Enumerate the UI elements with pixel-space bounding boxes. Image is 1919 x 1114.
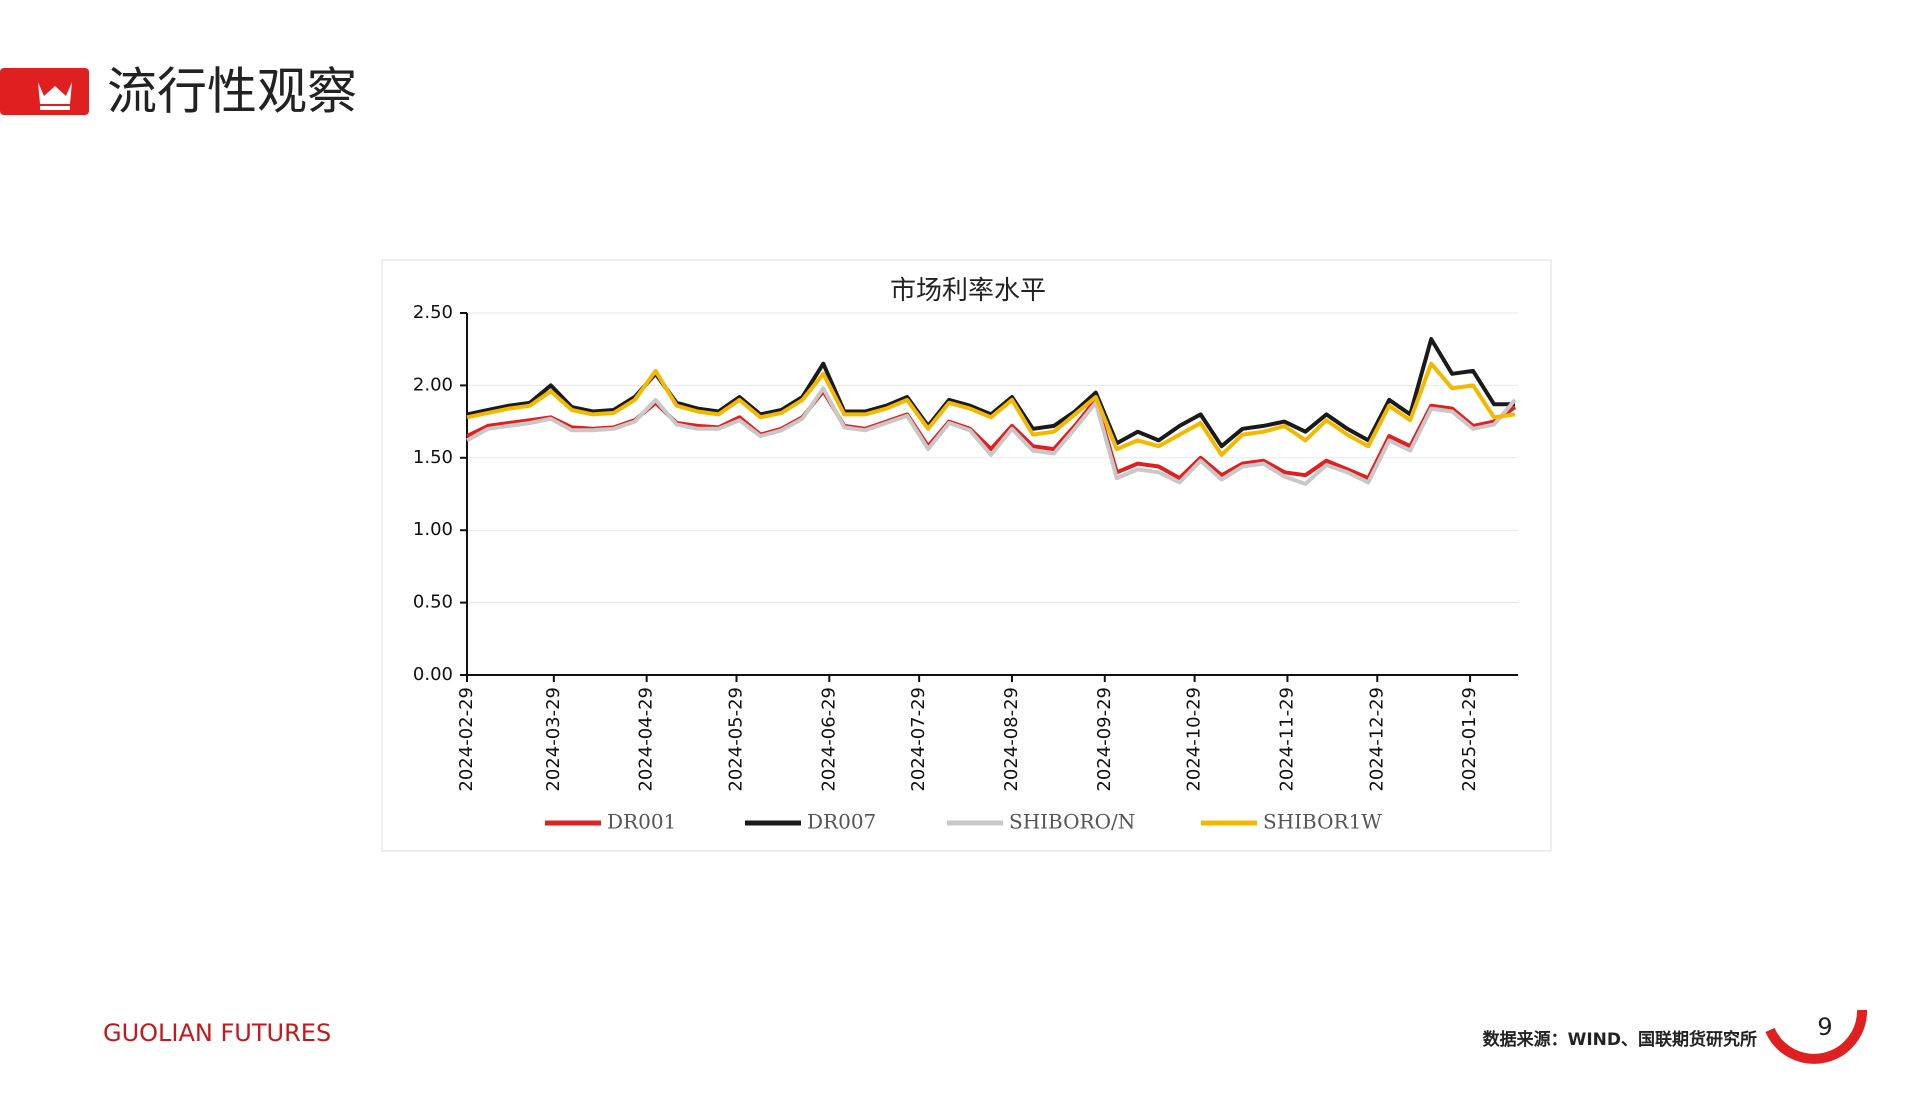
x-tick-label: 2024-10-29 (1184, 687, 1205, 792)
y-tick-label: 2.50 (413, 302, 453, 323)
chart-title: 市场利率水平 (890, 276, 1046, 306)
x-tick-label: 2024-06-29 (818, 687, 839, 792)
legend-label: SHIBOR1W (1263, 810, 1382, 834)
legend-label: DR007 (807, 810, 876, 834)
y-tick-label: 0.00 (413, 664, 453, 685)
crown-base (40, 106, 70, 110)
y-tick-label: 0.50 (413, 592, 453, 613)
x-tick-label: 2024-11-29 (1276, 687, 1297, 792)
y-tick-label: 2.00 (413, 374, 453, 395)
page-title: 流行性观察 (107, 63, 357, 121)
legend-label: SHIBORO/N (1009, 810, 1135, 834)
chart-frame (381, 259, 1552, 852)
page-decor (1765, 1009, 1868, 1064)
x-tick-label: 2024-03-29 (543, 687, 564, 792)
x-tick-label: 2024-02-29 (456, 687, 477, 792)
crown-icon (38, 82, 72, 104)
y-tick-label: 1.00 (413, 519, 453, 540)
x-tick-label: 2024-12-29 (1366, 687, 1387, 792)
legend-label: DR001 (607, 810, 676, 834)
y-tick-label: 1.50 (413, 447, 453, 468)
x-tick-label: 2024-08-29 (1001, 687, 1022, 792)
x-tick-label: 2024-05-29 (725, 687, 746, 792)
page-number: 9 (1817, 1013, 1832, 1041)
x-tick-label: 2024-04-29 (636, 687, 657, 792)
x-tick-label: 2024-07-29 (908, 687, 929, 792)
x-tick-label: 2025-01-29 (1459, 687, 1480, 792)
x-tick-label: 2024-09-29 (1094, 687, 1115, 792)
series-line (466, 386, 1517, 486)
brand: GUOLIAN FUTURES (103, 1019, 331, 1047)
source-note: 数据来源：WIND、国联期货研究所 (1483, 1029, 1757, 1050)
series-line (466, 361, 1516, 457)
